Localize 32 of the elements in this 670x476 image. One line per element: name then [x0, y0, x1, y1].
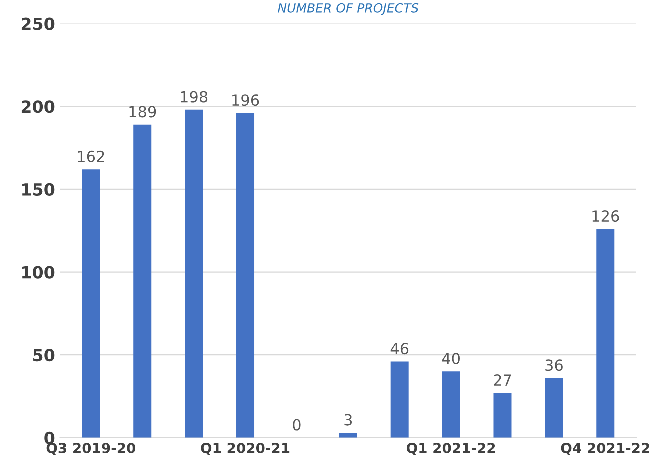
data-label: 46: [390, 343, 409, 355]
x-tick-label: Q3 2019-20: [46, 443, 136, 456]
bar: [494, 393, 512, 438]
y-tick-label: 0: [44, 432, 55, 444]
bar: [236, 113, 255, 438]
x-tick-label: Q4 2021-22: [561, 443, 650, 456]
y-tick-label: 50: [34, 349, 55, 362]
data-label: 36: [546, 360, 563, 372]
data-label: 189: [130, 106, 156, 118]
data-label: 198: [181, 91, 208, 103]
chart-title: NUMBER OF PROJECTS: [278, 3, 419, 16]
bar: [596, 229, 615, 438]
bar: [545, 378, 564, 438]
bar: [339, 432, 358, 438]
x-tick-label: Q1 2021-22: [406, 443, 496, 456]
data-label: 126: [592, 210, 620, 222]
bar: [442, 372, 460, 438]
data-label: 40: [442, 352, 460, 365]
y-tick-label: 250: [22, 18, 55, 30]
bar: [185, 110, 204, 438]
data-label: 0: [293, 419, 301, 431]
data-label: 3: [344, 414, 352, 426]
x-tick-label: Q1 2020-21: [201, 443, 290, 456]
bar: [134, 124, 152, 438]
bar: [390, 362, 409, 438]
bar: [82, 170, 100, 438]
y-tick-label: 200: [22, 100, 55, 114]
data-label: 162: [78, 150, 104, 162]
data-label: 27: [494, 374, 512, 386]
y-tick-label: 150: [22, 183, 55, 196]
data-label: 196: [232, 94, 260, 106]
y-tick-label: 100: [22, 266, 55, 279]
